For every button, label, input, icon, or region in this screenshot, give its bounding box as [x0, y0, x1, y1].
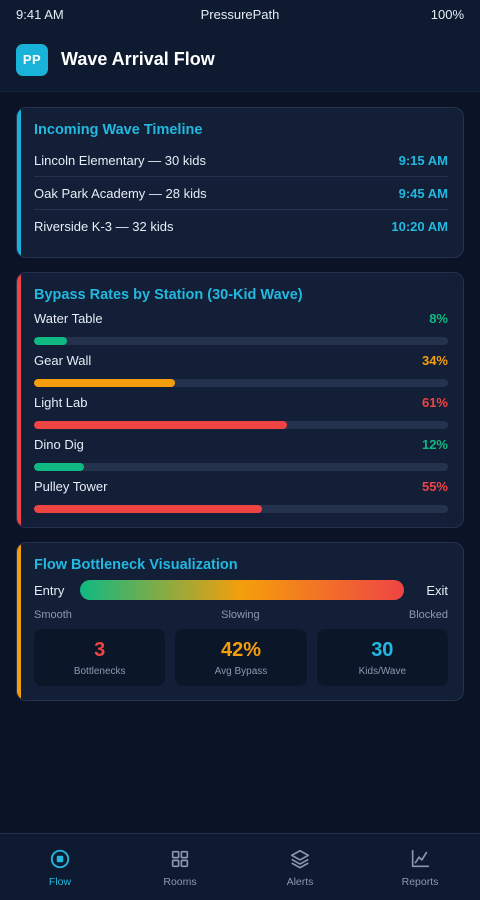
station-name: Dino Dig	[34, 437, 84, 452]
progress-fill	[34, 421, 287, 429]
stat-label: Avg Bypass	[214, 665, 268, 677]
status-battery: 100%	[430, 6, 464, 22]
app-header: PP Wave Arrival Flow	[0, 28, 480, 92]
tab-label: Reports	[401, 876, 439, 888]
flow-scale: Smooth Slowing Blocked	[34, 609, 448, 621]
station-percent: 61%	[421, 395, 448, 410]
flow-bar-row: Entry Exit	[34, 580, 448, 600]
exit-label: Exit	[426, 582, 448, 598]
timeline-time: 9:15 AM	[398, 152, 448, 168]
progress-track	[34, 463, 448, 471]
timeline-time: 10:20 AM	[391, 219, 448, 234]
flow-icon	[50, 849, 70, 869]
stats-row: 3 Bottlenecks 42% Avg Bypass 30 Kids/Wav…	[34, 629, 448, 686]
timeline-row[interactable]: Oak Park Academy — 28 kids 9:45 AM	[34, 177, 448, 210]
flow-title: Flow Bottleneck Visualization	[34, 557, 238, 573]
progress-track	[34, 421, 448, 429]
status-carrier: PressurePath	[200, 6, 280, 22]
bypass-card: Bypass Rates by Station (30-Kid Wave) Wa…	[16, 272, 464, 528]
stat-value: 42%	[220, 638, 261, 661]
station-percent: 55%	[421, 479, 448, 494]
tab-label: Rooms	[163, 876, 197, 888]
page-title: Wave Arrival Flow	[61, 49, 215, 69]
stat-label: Kids/Wave	[358, 665, 407, 677]
station-name: Light Lab	[34, 395, 88, 410]
status-time: 9:41 AM	[16, 6, 64, 22]
tab-alerts[interactable]: Alerts	[240, 834, 360, 900]
timeline-row[interactable]: Riverside K-3 — 32 kids 10:20 AM	[34, 210, 448, 243]
stat-kids-wave: 30 Kids/Wave	[316, 629, 448, 686]
timeline-title: Incoming Wave Timeline	[34, 122, 203, 138]
progress-fill	[34, 337, 68, 345]
app-logo: PP	[16, 43, 48, 76]
tab-rooms[interactable]: Rooms	[120, 834, 240, 900]
timeline-school: Lincoln Elementary — 30 kids	[34, 152, 206, 168]
progress-track	[34, 505, 448, 513]
station-percent: 8%	[429, 311, 448, 326]
station-item: Water Table 8%	[34, 311, 448, 345]
progress-track	[34, 337, 448, 345]
bypass-title: Bypass Rates by Station (30-Kid Wave)	[34, 287, 303, 303]
stat-label: Bottlenecks	[73, 665, 126, 677]
flow-gradient-bar	[80, 580, 405, 600]
tab-label: Flow	[48, 876, 72, 888]
progress-fill	[34, 505, 262, 513]
timeline-time: 9:45 AM	[398, 185, 448, 201]
timeline-list: Lincoln Elementary — 30 kids 9:15 AM Oak…	[34, 144, 448, 243]
timeline-school: Riverside K-3 — 32 kids	[34, 219, 174, 234]
chart-icon	[411, 849, 430, 868]
station-item: Pulley Tower 55%	[34, 479, 448, 513]
flow-card: Flow Bottleneck Visualization Entry Exit…	[16, 542, 464, 701]
station-percent: 34%	[421, 353, 448, 368]
station-item: Light Lab 61%	[34, 395, 448, 429]
stat-value: 30	[371, 638, 394, 661]
timeline-card: Incoming Wave Timeline Lincoln Elementar…	[16, 107, 464, 258]
scale-blocked: Blocked	[408, 609, 448, 621]
timeline-school: Oak Park Academy — 28 kids	[34, 185, 207, 201]
station-item: Dino Dig 12%	[34, 437, 448, 471]
station-name: Pulley Tower	[34, 479, 108, 494]
scale-slowing: Slowing	[221, 609, 260, 621]
grid-icon	[171, 850, 189, 868]
station-name: Water Table	[34, 311, 103, 326]
station-name: Gear Wall	[34, 353, 92, 368]
tab-reports[interactable]: Reports	[360, 834, 480, 900]
tab-flow[interactable]: Flow	[0, 834, 120, 900]
entry-label: Entry	[34, 582, 65, 598]
station-item: Gear Wall 34%	[34, 353, 448, 387]
status-bar: 9:41 AM PressurePath 100%	[0, 0, 480, 28]
timeline-row[interactable]: Lincoln Elementary — 30 kids 9:15 AM	[34, 144, 448, 177]
stat-avg-bypass: 42% Avg Bypass	[175, 629, 307, 686]
progress-track	[34, 379, 448, 387]
tab-label: Alerts	[286, 876, 314, 888]
layers-icon	[290, 849, 310, 869]
stat-value: 3	[94, 638, 106, 661]
station-percent: 12%	[421, 437, 448, 452]
bottom-tab-bar: Flow Rooms Alerts Reports	[0, 833, 480, 900]
stat-bottlenecks: 3 Bottlenecks	[34, 629, 166, 686]
main-content: Incoming Wave Timeline Lincoln Elementar…	[0, 92, 480, 701]
scale-smooth: Smooth	[34, 609, 72, 621]
progress-fill	[34, 463, 84, 471]
progress-fill	[34, 379, 175, 387]
